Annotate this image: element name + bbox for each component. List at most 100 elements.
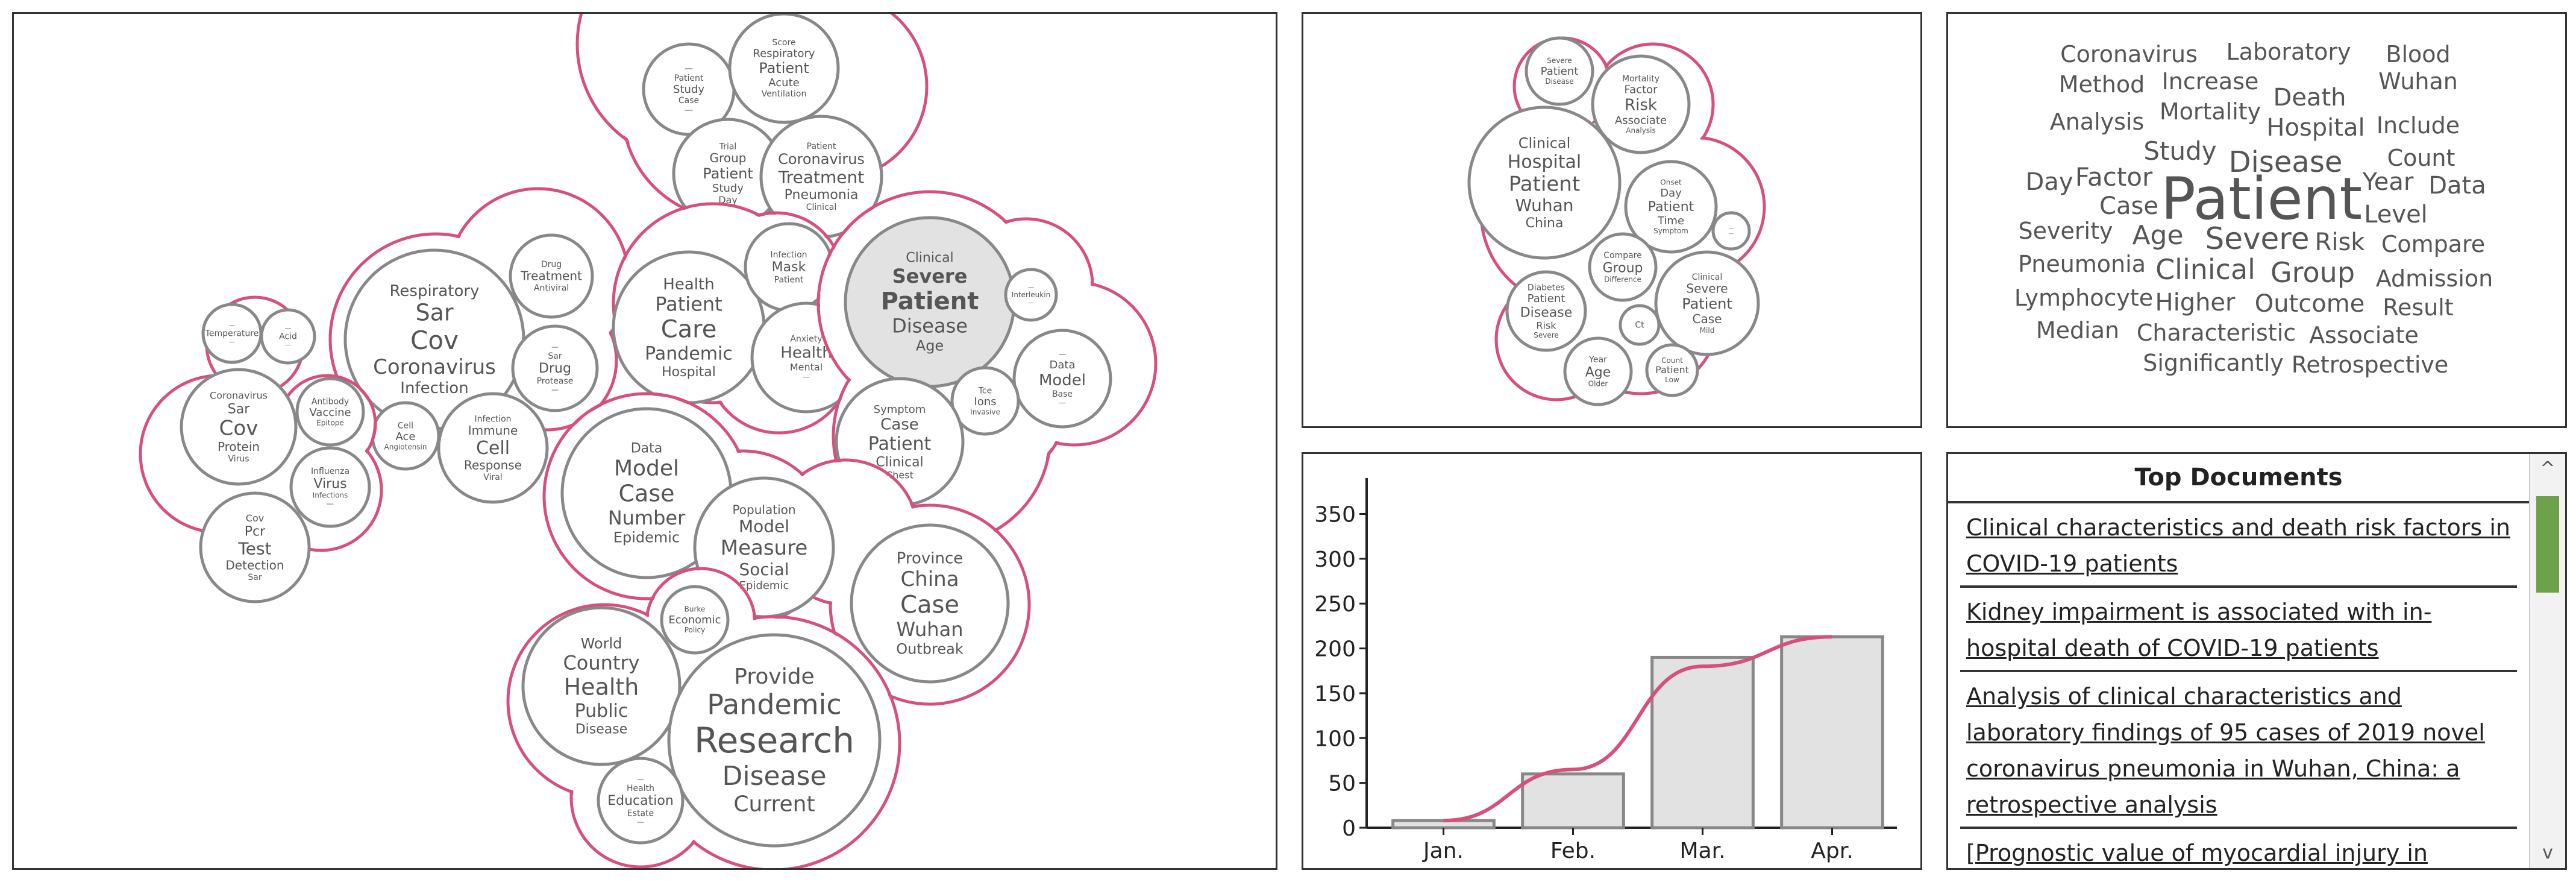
cloud-word[interactable]: Risk — [2315, 228, 2366, 256]
cloud-word[interactable]: Level — [2364, 201, 2428, 228]
scroll-down-icon[interactable]: v — [2542, 842, 2553, 863]
timeline-bar-chart[interactable]: 0 50 100 150 200 250 300 350 Jan. Feb. Mar. Apr. — [1303, 454, 1922, 870]
cloud-word[interactable]: Study — [2143, 136, 2216, 166]
cloud-word[interactable]: Lymphocyte — [2014, 285, 2153, 311]
cloud-word[interactable]: Retrospective — [2292, 351, 2449, 378]
scroll-up-icon[interactable]: ^ — [2540, 458, 2556, 479]
cloud-word[interactable]: Severity — [2019, 218, 2113, 244]
bubble-cluster[interactable]: —PatientStudyCase—ScoreRespiratoryPatien… — [575, 14, 929, 239]
cloud-word[interactable]: Mortality — [2160, 98, 2261, 125]
cloud-word[interactable]: Wuhan — [2378, 68, 2458, 95]
cloud-word[interactable]: Method — [2059, 71, 2145, 98]
document-link[interactable]: Clinical characteristics and death risk … — [1960, 503, 2517, 588]
topic-word: — — [327, 500, 334, 508]
document-link[interactable]: [Prognostic value of myocardial injury i… — [1960, 829, 2517, 868]
cloud-word[interactable]: Disease — [2229, 145, 2343, 179]
cloud-word[interactable]: Coronavirus — [2060, 41, 2198, 68]
cloud-word[interactable]: Analysis — [2050, 109, 2145, 135]
topic-word: Sar — [548, 351, 562, 361]
cloud-word[interactable]: Compare — [2381, 231, 2485, 257]
cloud-word[interactable]: Median — [2036, 317, 2119, 344]
topic-bubble[interactable]: —— — [1711, 211, 1751, 251]
bubble-cluster[interactable]: RespiratorySarCovCoronavirusInfectionDru… — [328, 187, 630, 504]
cloud-word[interactable]: Associate — [2309, 322, 2419, 348]
cloud-word[interactable]: Higher — [2155, 289, 2236, 317]
bubble-cluster[interactable]: —Temperature——Acid—CoronavirusSarCovProt… — [139, 295, 383, 603]
cloud-word[interactable]: Severe — [2205, 221, 2309, 256]
document-link[interactable]: Kidney impairment is associated with in-… — [1960, 588, 2517, 672]
cloud-word[interactable]: Increase — [2162, 68, 2259, 95]
scroll-thumb[interactable] — [2536, 496, 2559, 593]
cloud-word[interactable]: Count — [2387, 145, 2455, 171]
cloud-word[interactable]: Significantly — [2143, 350, 2284, 376]
topic-bubble[interactable]: PatientCoronavirusTreatmentPneumoniaClin… — [759, 115, 883, 239]
topic-bubble[interactable]: Ct — [1619, 304, 1661, 346]
topic-bubble[interactable]: —Acid— — [260, 308, 316, 365]
bar[interactable] — [1780, 635, 1884, 830]
documents-scrollbar[interactable]: ^ v — [2529, 454, 2565, 868]
cloud-word[interactable]: Day — [2026, 168, 2073, 196]
cloud-word[interactable]: Outcome — [2255, 290, 2365, 318]
topic-bubble[interactable]: —Interleukin— — [1004, 268, 1058, 322]
cloud-word[interactable]: Hospital — [2266, 114, 2364, 142]
cloud-word[interactable]: Patient — [2161, 165, 2362, 233]
cloud-word[interactable]: Laboratory — [2227, 39, 2351, 65]
word-cloud[interactable]: Coronavirus Laboratory Blood Method Increase… — [1948, 14, 2567, 428]
cloud-word[interactable]: Age — [2132, 220, 2183, 251]
cloud-word[interactable]: Year — [2362, 168, 2414, 196]
cloud-word[interactable]: Case — [2099, 192, 2158, 220]
cloud-word[interactable]: Death — [2274, 84, 2346, 112]
cloud-word[interactable]: Characteristic — [2137, 320, 2296, 346]
bubble-cluster[interactable]: DataModelCaseNumberEpidemicPopulationMod… — [542, 392, 1031, 706]
bar[interactable] — [1521, 772, 1625, 830]
bar[interactable] — [1650, 655, 1755, 830]
cloud-word[interactable]: Factor — [2075, 162, 2153, 192]
document-link[interactable]: Analysis of clinical characteristics and… — [1960, 672, 2517, 829]
cloud-word[interactable]: Group — [2270, 256, 2355, 289]
cloud-word[interactable]: Data — [2428, 172, 2486, 200]
topic-bubble-chart[interactable]: —PatientStudyCase—ScoreRespiratoryPatien… — [14, 14, 1277, 870]
cloud-word[interactable]: Clinical — [2155, 253, 2255, 286]
bubble-cluster[interactable]: WorldCountryHealthPublicDiseaseBurkeEcon… — [506, 567, 901, 870]
cloud-word[interactable]: Admission — [2376, 265, 2493, 292]
cloud-word[interactable]: Include — [2377, 112, 2460, 139]
cloud-word[interactable]: Pneumonia — [2018, 251, 2146, 277]
cloud-word[interactable]: Blood — [2386, 41, 2450, 68]
cloud-word[interactable]: Result — [2383, 294, 2453, 321]
topic-bubble[interactable]: —Temperature— — [201, 303, 263, 364]
bubble-cluster[interactable]: HealthPatientCarePandemicHospitalInfecti… — [612, 202, 862, 435]
